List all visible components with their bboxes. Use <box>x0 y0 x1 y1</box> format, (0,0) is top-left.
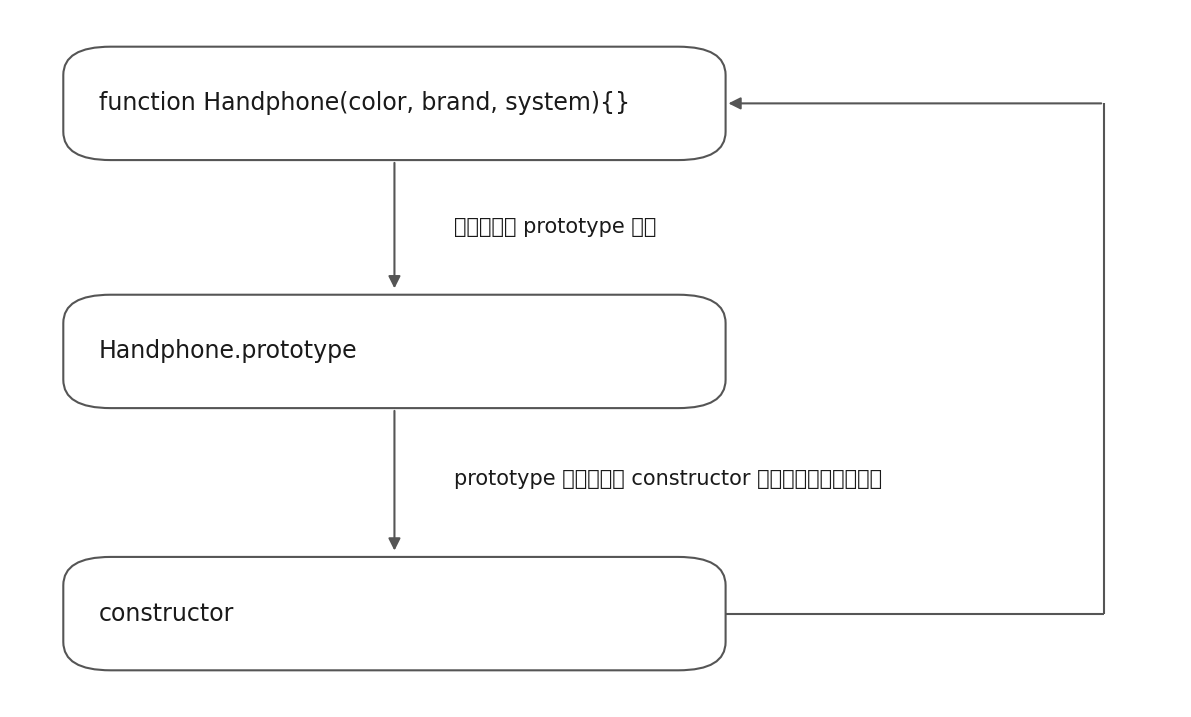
Text: Handphone.prototype: Handphone.prototype <box>99 339 357 364</box>
Text: 函数有一个 prototype 属性: 函数有一个 prototype 属性 <box>454 217 656 237</box>
FancyBboxPatch shape <box>63 47 725 160</box>
Text: function Handphone(color, brand, system){}: function Handphone(color, brand, system)… <box>99 91 630 115</box>
FancyBboxPatch shape <box>63 295 725 408</box>
Text: prototype 对象有一个 constructor 属性指向构造函数本身: prototype 对象有一个 constructor 属性指向构造函数本身 <box>454 469 881 489</box>
FancyBboxPatch shape <box>63 557 725 670</box>
Text: constructor: constructor <box>99 602 235 626</box>
